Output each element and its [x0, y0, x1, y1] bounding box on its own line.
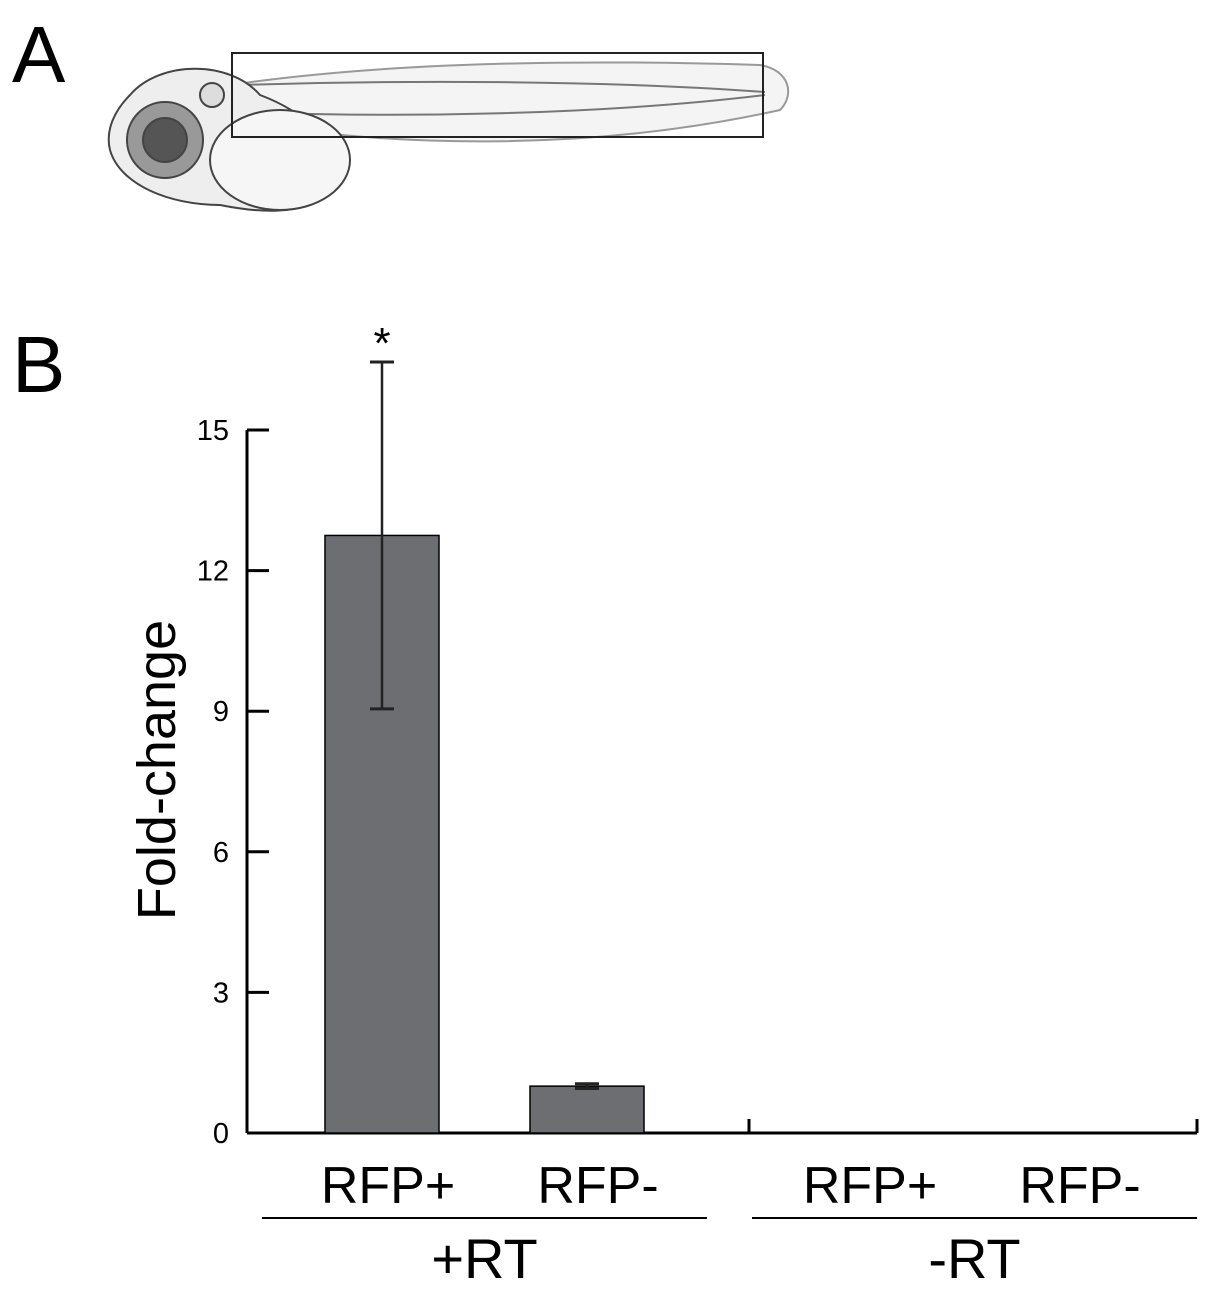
y-tick-label: 6: [213, 837, 229, 869]
panel-label: B: [12, 320, 65, 409]
significance-marker: *: [373, 319, 390, 368]
y-tick-label: 15: [197, 415, 229, 447]
panel-label: A: [12, 10, 66, 99]
y-tick-label: 12: [197, 556, 229, 588]
y-axis-label: Fold-change: [127, 620, 187, 920]
y-tick-label: 9: [213, 696, 229, 728]
group-label: +RT: [431, 1227, 537, 1290]
y-tick-label: 0: [213, 1118, 229, 1150]
x-tick-label: RFP+: [321, 1157, 455, 1215]
y-tick-label: 3: [213, 977, 229, 1009]
x-tick-label: RFP+: [803, 1157, 937, 1215]
group-label: -RT: [928, 1227, 1020, 1290]
x-tick-label: RFP-: [1019, 1157, 1140, 1215]
zebrafish-drawing: [107, 52, 790, 212]
bar: [529, 1085, 645, 1134]
x-tick-label: RFP-: [537, 1157, 658, 1215]
